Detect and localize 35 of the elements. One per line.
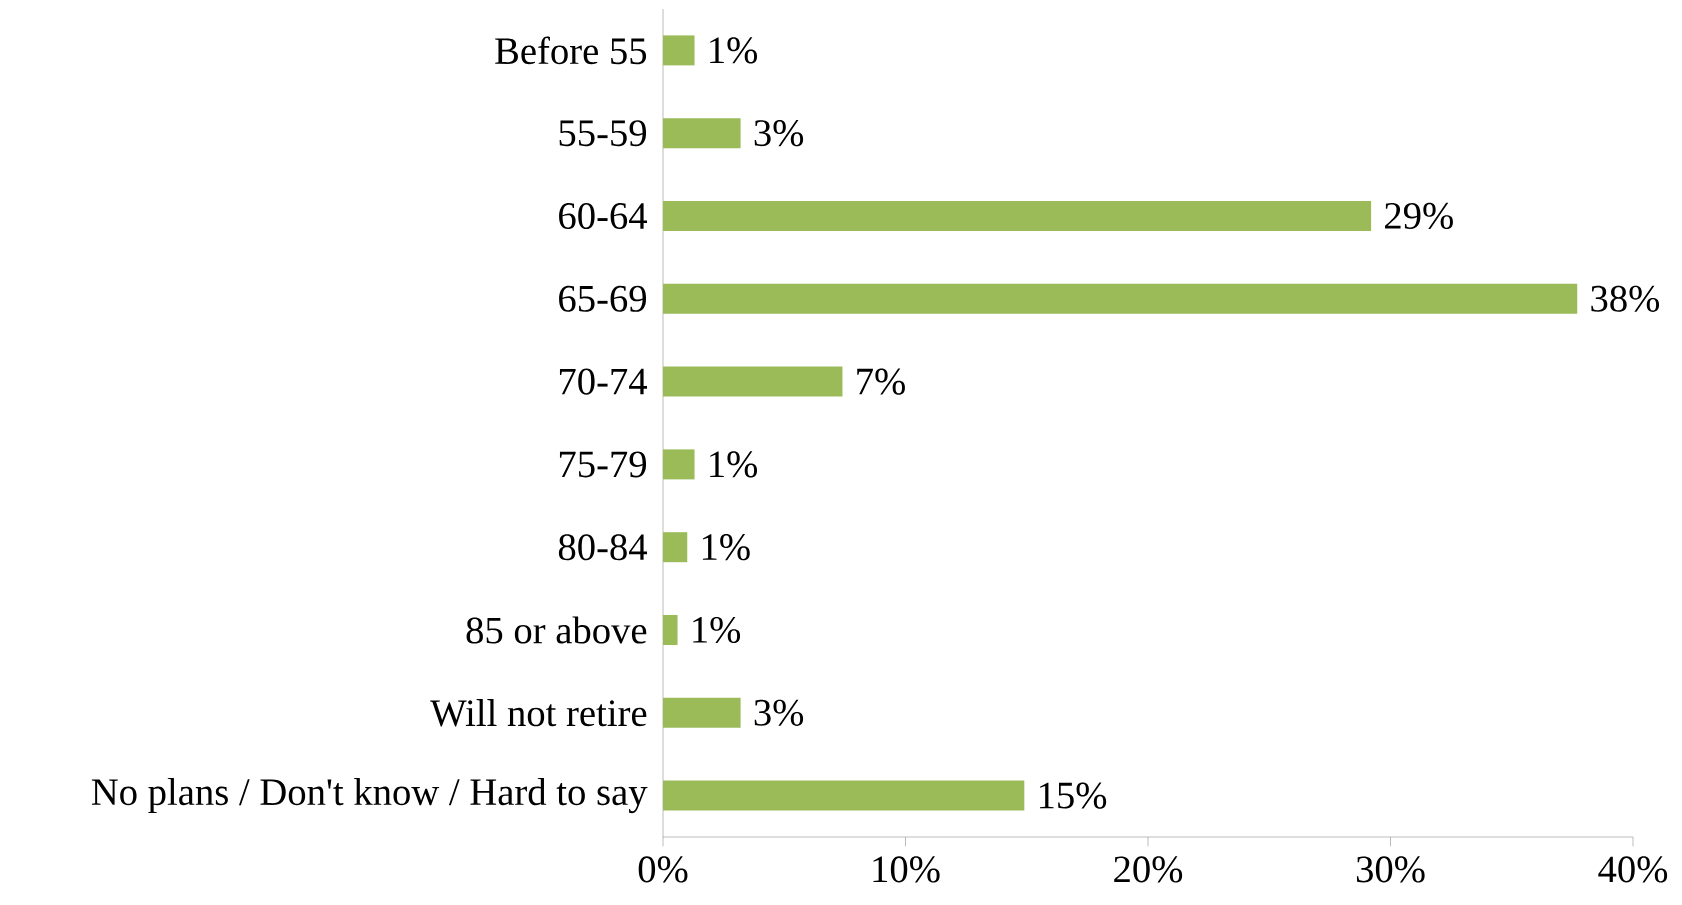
bar [663,283,1578,314]
bar [663,614,678,645]
y-tick-label: 75-79 [559,451,647,478]
data-label: 15% [1040,782,1107,809]
bar [663,366,843,397]
data-label: 1% [702,534,750,561]
y-tick-label: 55-59 [559,120,647,147]
data-label: 1% [693,616,741,644]
x-tick-label: 30% [1356,856,1425,883]
y-tick-label: 60-64 [559,202,648,230]
y-tick-label: Will not retire [430,699,647,727]
bar [663,780,1025,811]
data-label: 3% [754,699,804,726]
bar [663,449,695,480]
x-tick-label: 0% [638,856,688,883]
bar [663,118,741,149]
y-tick-label: 80-84 [558,534,648,561]
bar [663,697,741,728]
bar [663,35,695,66]
bar [663,532,688,563]
y-tick-label: 65-69 [559,285,647,312]
data-label: 7% [857,368,905,395]
data-label: 1% [710,451,758,478]
y-tick-label: No plans / Don't know / Hard to say [91,778,648,814]
bar [663,200,1372,231]
y-tick-label: 70-74 [559,368,648,395]
data-label: 38% [1591,285,1660,312]
x-tick-label: 20% [1114,856,1183,883]
x-tick-label: 40% [1598,856,1668,883]
x-tick-label: 10% [873,856,940,883]
y-tick-label: 85 or above [466,616,647,644]
data-label: 3% [754,120,804,147]
data-label: 29% [1385,202,1453,230]
data-label: 1% [710,37,758,64]
y-tick-label: Before 55 [495,36,647,65]
